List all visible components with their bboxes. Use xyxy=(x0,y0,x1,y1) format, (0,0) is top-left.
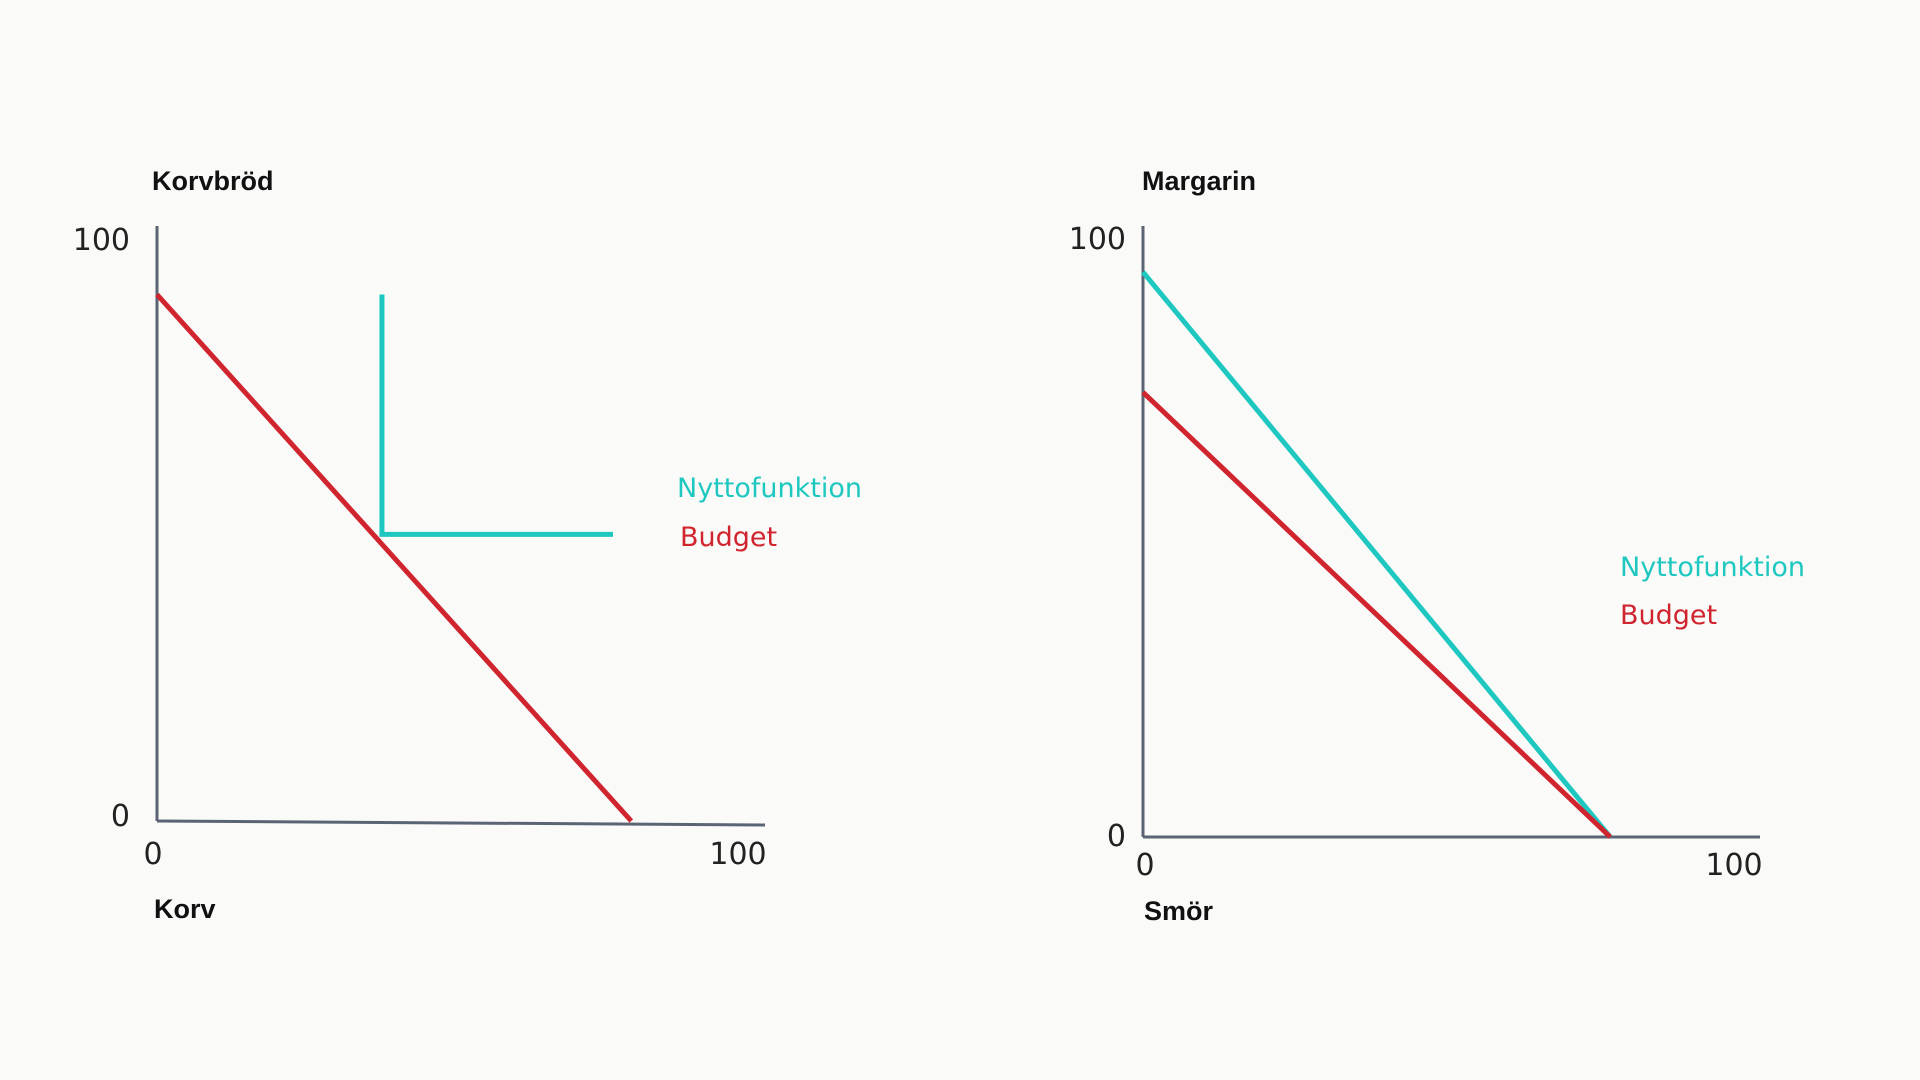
x-tick-min: 0 xyxy=(143,837,162,872)
x-axis-label: Korv xyxy=(154,894,216,924)
y-tick-max: 100 xyxy=(73,223,130,258)
y-axis-label: Margarin xyxy=(1142,166,1256,196)
legend-utility: Nyttofunktion xyxy=(677,473,862,504)
series-line-budget xyxy=(1141,390,1612,839)
y-tick-max: 100 xyxy=(1069,222,1126,257)
y-axis-label: Korvbröd xyxy=(152,166,274,196)
legend-budget: Budget xyxy=(1620,600,1717,631)
chart-right: Margarin Smör 100 0 0 100 Nyttofunktion … xyxy=(1069,166,1805,926)
x-tick-min: 0 xyxy=(1135,848,1154,883)
y-tick-min: 0 xyxy=(111,799,130,834)
plot-area xyxy=(155,226,766,827)
series-line-nyttofunktion xyxy=(1141,270,1613,839)
series-line-budget xyxy=(155,292,634,823)
series-line-nyttofunktion xyxy=(379,294,613,537)
x-tick-max: 100 xyxy=(1705,848,1762,883)
legend-budget: Budget xyxy=(680,522,777,553)
x-axis-label: Smör xyxy=(1144,896,1214,926)
x-axis-line xyxy=(156,819,766,827)
y-tick-min: 0 xyxy=(1107,819,1126,854)
legend-utility: Nyttofunktion xyxy=(1620,552,1805,583)
plot-area xyxy=(1141,226,1760,839)
chart-left: Korvbröd Korv 100 0 0 100 Nyttofunktion … xyxy=(73,166,862,924)
x-tick-max: 100 xyxy=(709,837,766,872)
